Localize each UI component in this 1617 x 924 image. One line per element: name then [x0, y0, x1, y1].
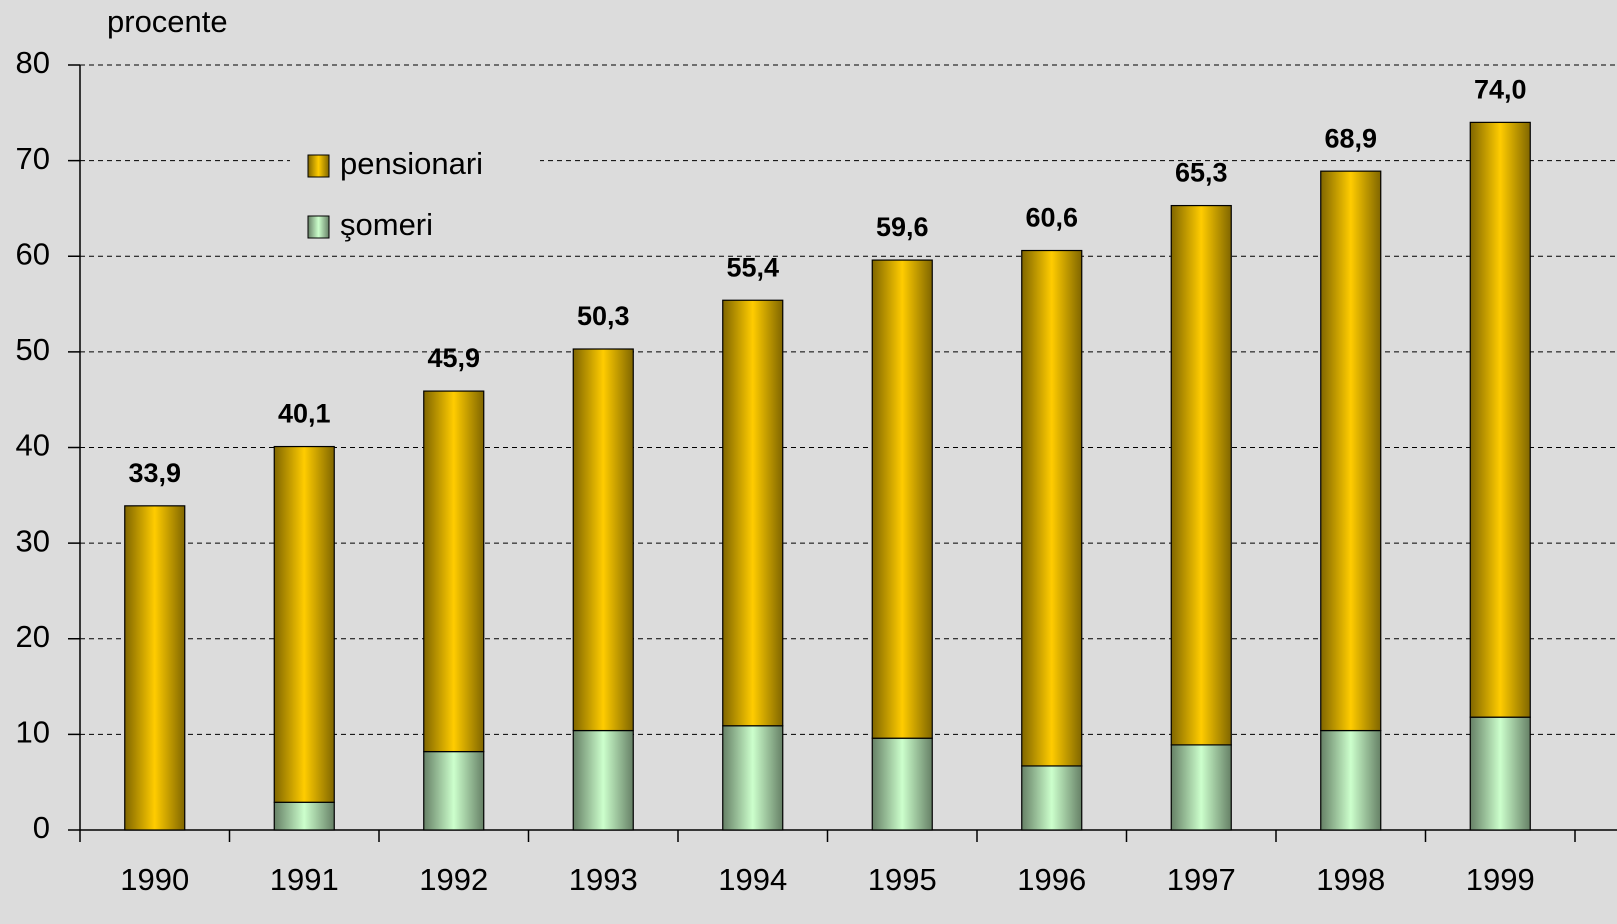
- bar-segment: [722, 299, 784, 727]
- legend-swatch: [307, 154, 330, 178]
- x-tick-label: 1998: [1316, 862, 1385, 897]
- bar-segment: [1469, 121, 1531, 718]
- x-tick-label: 1991: [270, 862, 339, 897]
- total-label: 65,3: [1175, 158, 1228, 188]
- total-label: 45,9: [427, 343, 480, 373]
- legend-label: şomeri: [340, 207, 433, 242]
- total-label: 50,3: [577, 301, 630, 331]
- total-label: 68,9: [1324, 123, 1377, 153]
- x-tick-label: 1994: [718, 862, 787, 897]
- bar-segment: [273, 801, 335, 831]
- bar-segment: [1320, 729, 1382, 831]
- x-tick-label: 1995: [868, 862, 937, 897]
- y-tick-label: 70: [16, 141, 50, 176]
- y-tick-label: 80: [16, 45, 50, 80]
- x-tick-label: 1999: [1466, 862, 1535, 897]
- legend-swatch: [307, 215, 330, 239]
- y-axis-label: procente: [107, 4, 228, 39]
- bar-segment: [572, 729, 634, 831]
- bar-segment: [871, 259, 933, 739]
- total-label: 55,4: [726, 252, 779, 282]
- y-tick-label: 40: [16, 428, 50, 463]
- bar-segment: [1021, 249, 1083, 767]
- bar-segment: [1170, 744, 1232, 831]
- y-tick-label: 60: [16, 236, 50, 271]
- legend-label: pensionari: [340, 146, 483, 181]
- bar-segment: [722, 725, 784, 831]
- total-label: 74,0: [1474, 75, 1527, 105]
- y-tick-label: 10: [16, 715, 50, 750]
- bar-segment: [1469, 716, 1531, 831]
- x-tick-label: 1993: [569, 862, 638, 897]
- bar-segment: [871, 737, 933, 831]
- y-tick-label: 30: [16, 523, 50, 558]
- bar-segment: [1320, 170, 1382, 732]
- bar-segment: [423, 390, 485, 753]
- y-tick-label: 0: [33, 810, 50, 845]
- y-tick-label: 20: [16, 619, 50, 654]
- total-label: 60,6: [1025, 203, 1078, 233]
- bar-segment: [273, 445, 335, 803]
- bar-segment: [124, 505, 186, 831]
- total-label: 33,9: [128, 458, 181, 488]
- bar-segment: [1170, 204, 1232, 746]
- total-label: 59,6: [876, 212, 929, 242]
- y-tick-label: 50: [16, 332, 50, 367]
- x-tick-label: 1996: [1017, 862, 1086, 897]
- x-tick-label: 1997: [1167, 862, 1236, 897]
- legend-background: [290, 140, 540, 255]
- bar-segment: [572, 348, 634, 732]
- total-label: 40,1: [278, 399, 331, 429]
- bar-segment: [423, 750, 485, 831]
- x-tick-label: 1992: [419, 862, 488, 897]
- bar-segment: [1021, 765, 1083, 831]
- x-tick-label: 1990: [120, 862, 189, 897]
